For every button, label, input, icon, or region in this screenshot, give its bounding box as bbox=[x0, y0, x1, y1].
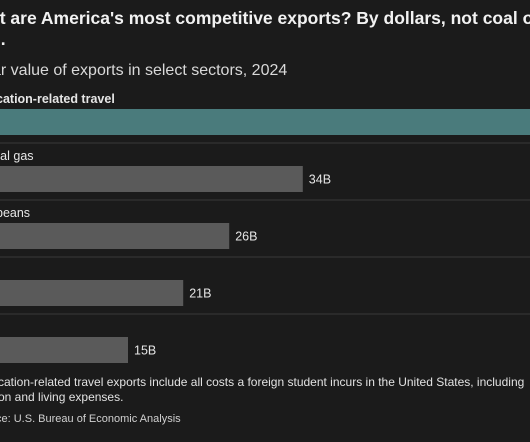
value-label: 34B bbox=[309, 173, 331, 187]
category-label: cation-related travel bbox=[0, 92, 115, 106]
chart-title: at are America's most competitive export… bbox=[0, 8, 530, 49]
chart-source: ce: U.S. Bureau of Economic Analysis bbox=[0, 413, 181, 425]
category-label: beans bbox=[0, 206, 30, 220]
bar bbox=[0, 109, 530, 135]
chart-footnote: cation-related travel exports include al… bbox=[0, 375, 525, 404]
bar-chart: cation-related travel ral gas 34B beans 26B 2… bbox=[0, 92, 530, 363]
value-label: 21B bbox=[189, 287, 211, 301]
bar bbox=[0, 280, 184, 306]
bar bbox=[0, 166, 303, 192]
category-label: ral gas bbox=[0, 149, 34, 163]
value-label: 26B bbox=[235, 230, 257, 244]
value-label: 15B bbox=[134, 344, 156, 358]
bar bbox=[0, 223, 230, 249]
bar bbox=[0, 337, 128, 363]
chart-subtitle: ar value of exports in select sectors, 2… bbox=[0, 62, 288, 79]
